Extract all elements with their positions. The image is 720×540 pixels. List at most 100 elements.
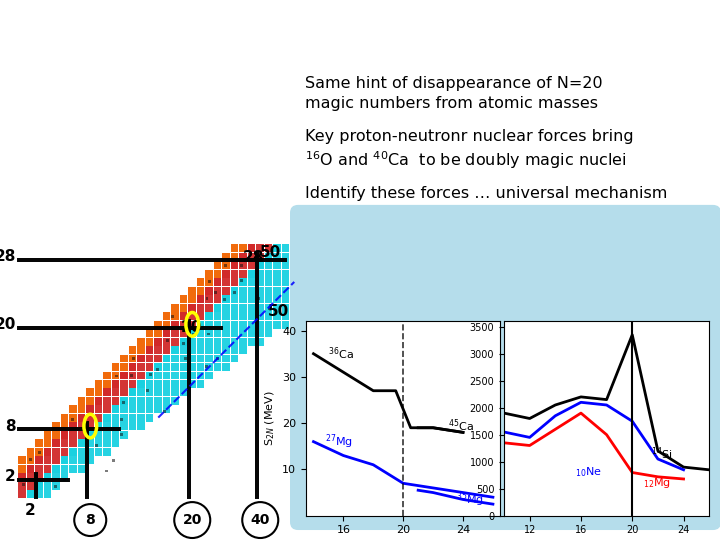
Bar [35, 482, 43, 490]
Bar [103, 414, 111, 422]
Bar [60, 422, 68, 430]
Bar [256, 321, 264, 328]
Bar [52, 422, 60, 430]
Bar [18, 482, 26, 490]
Bar [112, 414, 120, 422]
Bar [239, 303, 247, 312]
Bar [120, 431, 128, 439]
Bar [205, 363, 213, 371]
Bar [154, 321, 162, 328]
Bar [214, 338, 222, 346]
Bar [239, 321, 247, 328]
Bar [154, 329, 162, 337]
Bar [179, 295, 187, 303]
Bar [171, 315, 174, 318]
Bar [205, 278, 213, 286]
Text: $^{45}$Ca: $^{45}$Ca [448, 417, 474, 434]
Bar [86, 388, 94, 396]
Bar [188, 329, 196, 337]
Bar [197, 278, 204, 286]
Bar [205, 287, 213, 295]
Bar [230, 253, 238, 261]
Text: Harmonic oscillator magic numbers: Harmonic oscillator magic numbers [124, 14, 596, 38]
Bar [27, 448, 35, 456]
Bar [248, 278, 256, 286]
Bar [188, 295, 196, 303]
Bar [197, 312, 204, 320]
Bar [120, 417, 123, 421]
Bar [179, 312, 187, 320]
Bar [179, 388, 187, 396]
Bar [43, 456, 51, 464]
Text: Same hint of disappearance of N=20: Same hint of disappearance of N=20 [305, 76, 603, 91]
Bar [188, 372, 196, 380]
Bar [171, 338, 179, 346]
Bar [120, 406, 128, 413]
Bar [94, 448, 102, 456]
Bar [163, 388, 171, 396]
Bar [256, 287, 264, 295]
Bar [38, 451, 41, 454]
Bar [163, 380, 171, 388]
Bar [264, 261, 272, 269]
Bar [179, 329, 187, 337]
Bar [197, 303, 204, 312]
Bar [112, 422, 120, 430]
Bar [60, 448, 68, 456]
Bar [154, 346, 162, 354]
Bar [69, 456, 77, 464]
Bar [214, 329, 222, 337]
Bar [69, 448, 77, 456]
Bar [188, 338, 196, 346]
Bar [163, 372, 171, 380]
Bar [103, 372, 111, 380]
Bar [163, 363, 171, 371]
Bar [146, 389, 149, 392]
Bar [205, 321, 213, 328]
Bar [179, 321, 187, 328]
Bar [128, 346, 136, 354]
Bar [205, 338, 213, 346]
Bar [94, 397, 102, 405]
Bar [214, 270, 222, 278]
Bar [86, 448, 94, 456]
Bar [112, 459, 115, 462]
Bar [86, 440, 94, 447]
Bar [179, 303, 187, 312]
Bar [273, 261, 281, 269]
Bar [256, 261, 264, 269]
Bar [128, 414, 136, 422]
Bar [222, 303, 230, 312]
Bar [78, 456, 86, 464]
Text: $^{16}$O and $^{40}$Ca  to be doubly magic nuclei: $^{16}$O and $^{40}$Ca to be doubly magi… [305, 149, 626, 171]
Bar [248, 303, 256, 312]
Bar [128, 372, 136, 380]
Bar [239, 245, 247, 252]
Bar [197, 287, 204, 295]
Bar [60, 456, 68, 464]
Bar [154, 397, 162, 405]
Bar [248, 338, 256, 346]
Bar [60, 422, 68, 430]
Bar [197, 338, 204, 346]
Bar [52, 456, 60, 464]
Bar [205, 303, 213, 312]
Bar [248, 245, 256, 252]
Text: $^{35}$Mg: $^{35}$Mg [456, 490, 484, 509]
Bar [35, 448, 43, 456]
Bar [120, 372, 128, 380]
Bar [60, 440, 68, 447]
Bar [154, 380, 162, 388]
Bar [205, 278, 213, 286]
Text: 2: 2 [24, 503, 35, 518]
Text: 8: 8 [5, 418, 16, 434]
Bar [239, 261, 247, 269]
Bar [145, 338, 153, 346]
Bar [188, 295, 196, 303]
Bar [137, 346, 145, 354]
Bar [248, 261, 256, 269]
Bar [43, 431, 51, 439]
Bar [207, 333, 210, 335]
Bar [214, 278, 222, 286]
Bar [230, 270, 238, 278]
